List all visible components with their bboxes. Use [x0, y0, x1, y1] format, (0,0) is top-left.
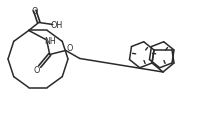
Text: OH: OH — [51, 21, 63, 30]
Text: O: O — [67, 44, 73, 53]
Text: O: O — [32, 7, 38, 16]
Text: O: O — [34, 65, 40, 74]
Text: NH: NH — [44, 37, 56, 46]
